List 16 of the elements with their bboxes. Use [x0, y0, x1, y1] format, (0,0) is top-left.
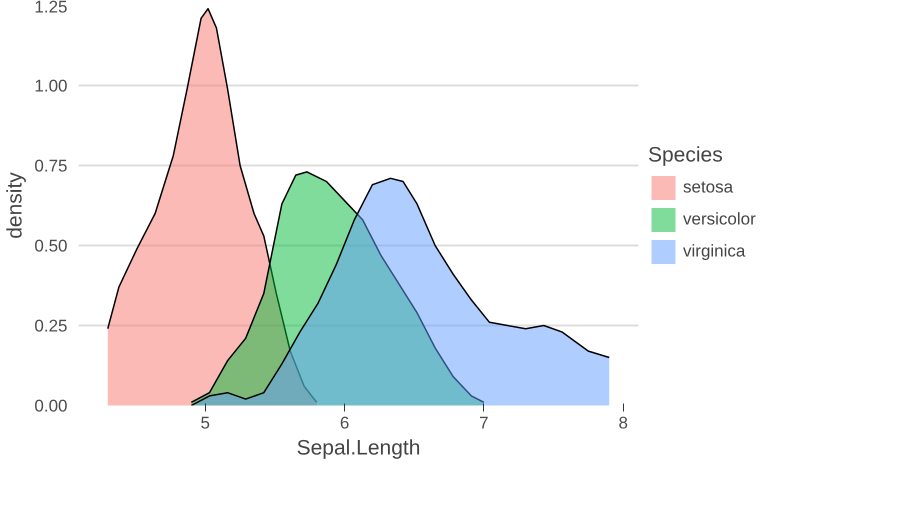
x-tick-label: 7: [479, 414, 489, 432]
legend-title: Species: [648, 144, 724, 168]
legend-label: setosa: [683, 178, 734, 198]
y-tick-label: 0.50: [34, 236, 68, 256]
x-tick-label: 6: [340, 414, 350, 432]
x-tick-label: 5: [200, 414, 210, 432]
legend-label: virginica: [683, 242, 746, 262]
y-tick-label: 0.75: [34, 156, 68, 176]
y-tick-label: 0.25: [34, 316, 68, 336]
y-tick-label: 1.25: [34, 0, 68, 16]
x-tick-label: 8: [618, 414, 628, 432]
x-axis-title: Sepal.Length: [296, 436, 420, 460]
y-tick-label: 1.00: [34, 76, 68, 96]
legend-label: versicolor: [683, 210, 756, 230]
y-tick-label: 0.00: [34, 396, 68, 416]
y-axis-title: density: [3, 172, 26, 239]
